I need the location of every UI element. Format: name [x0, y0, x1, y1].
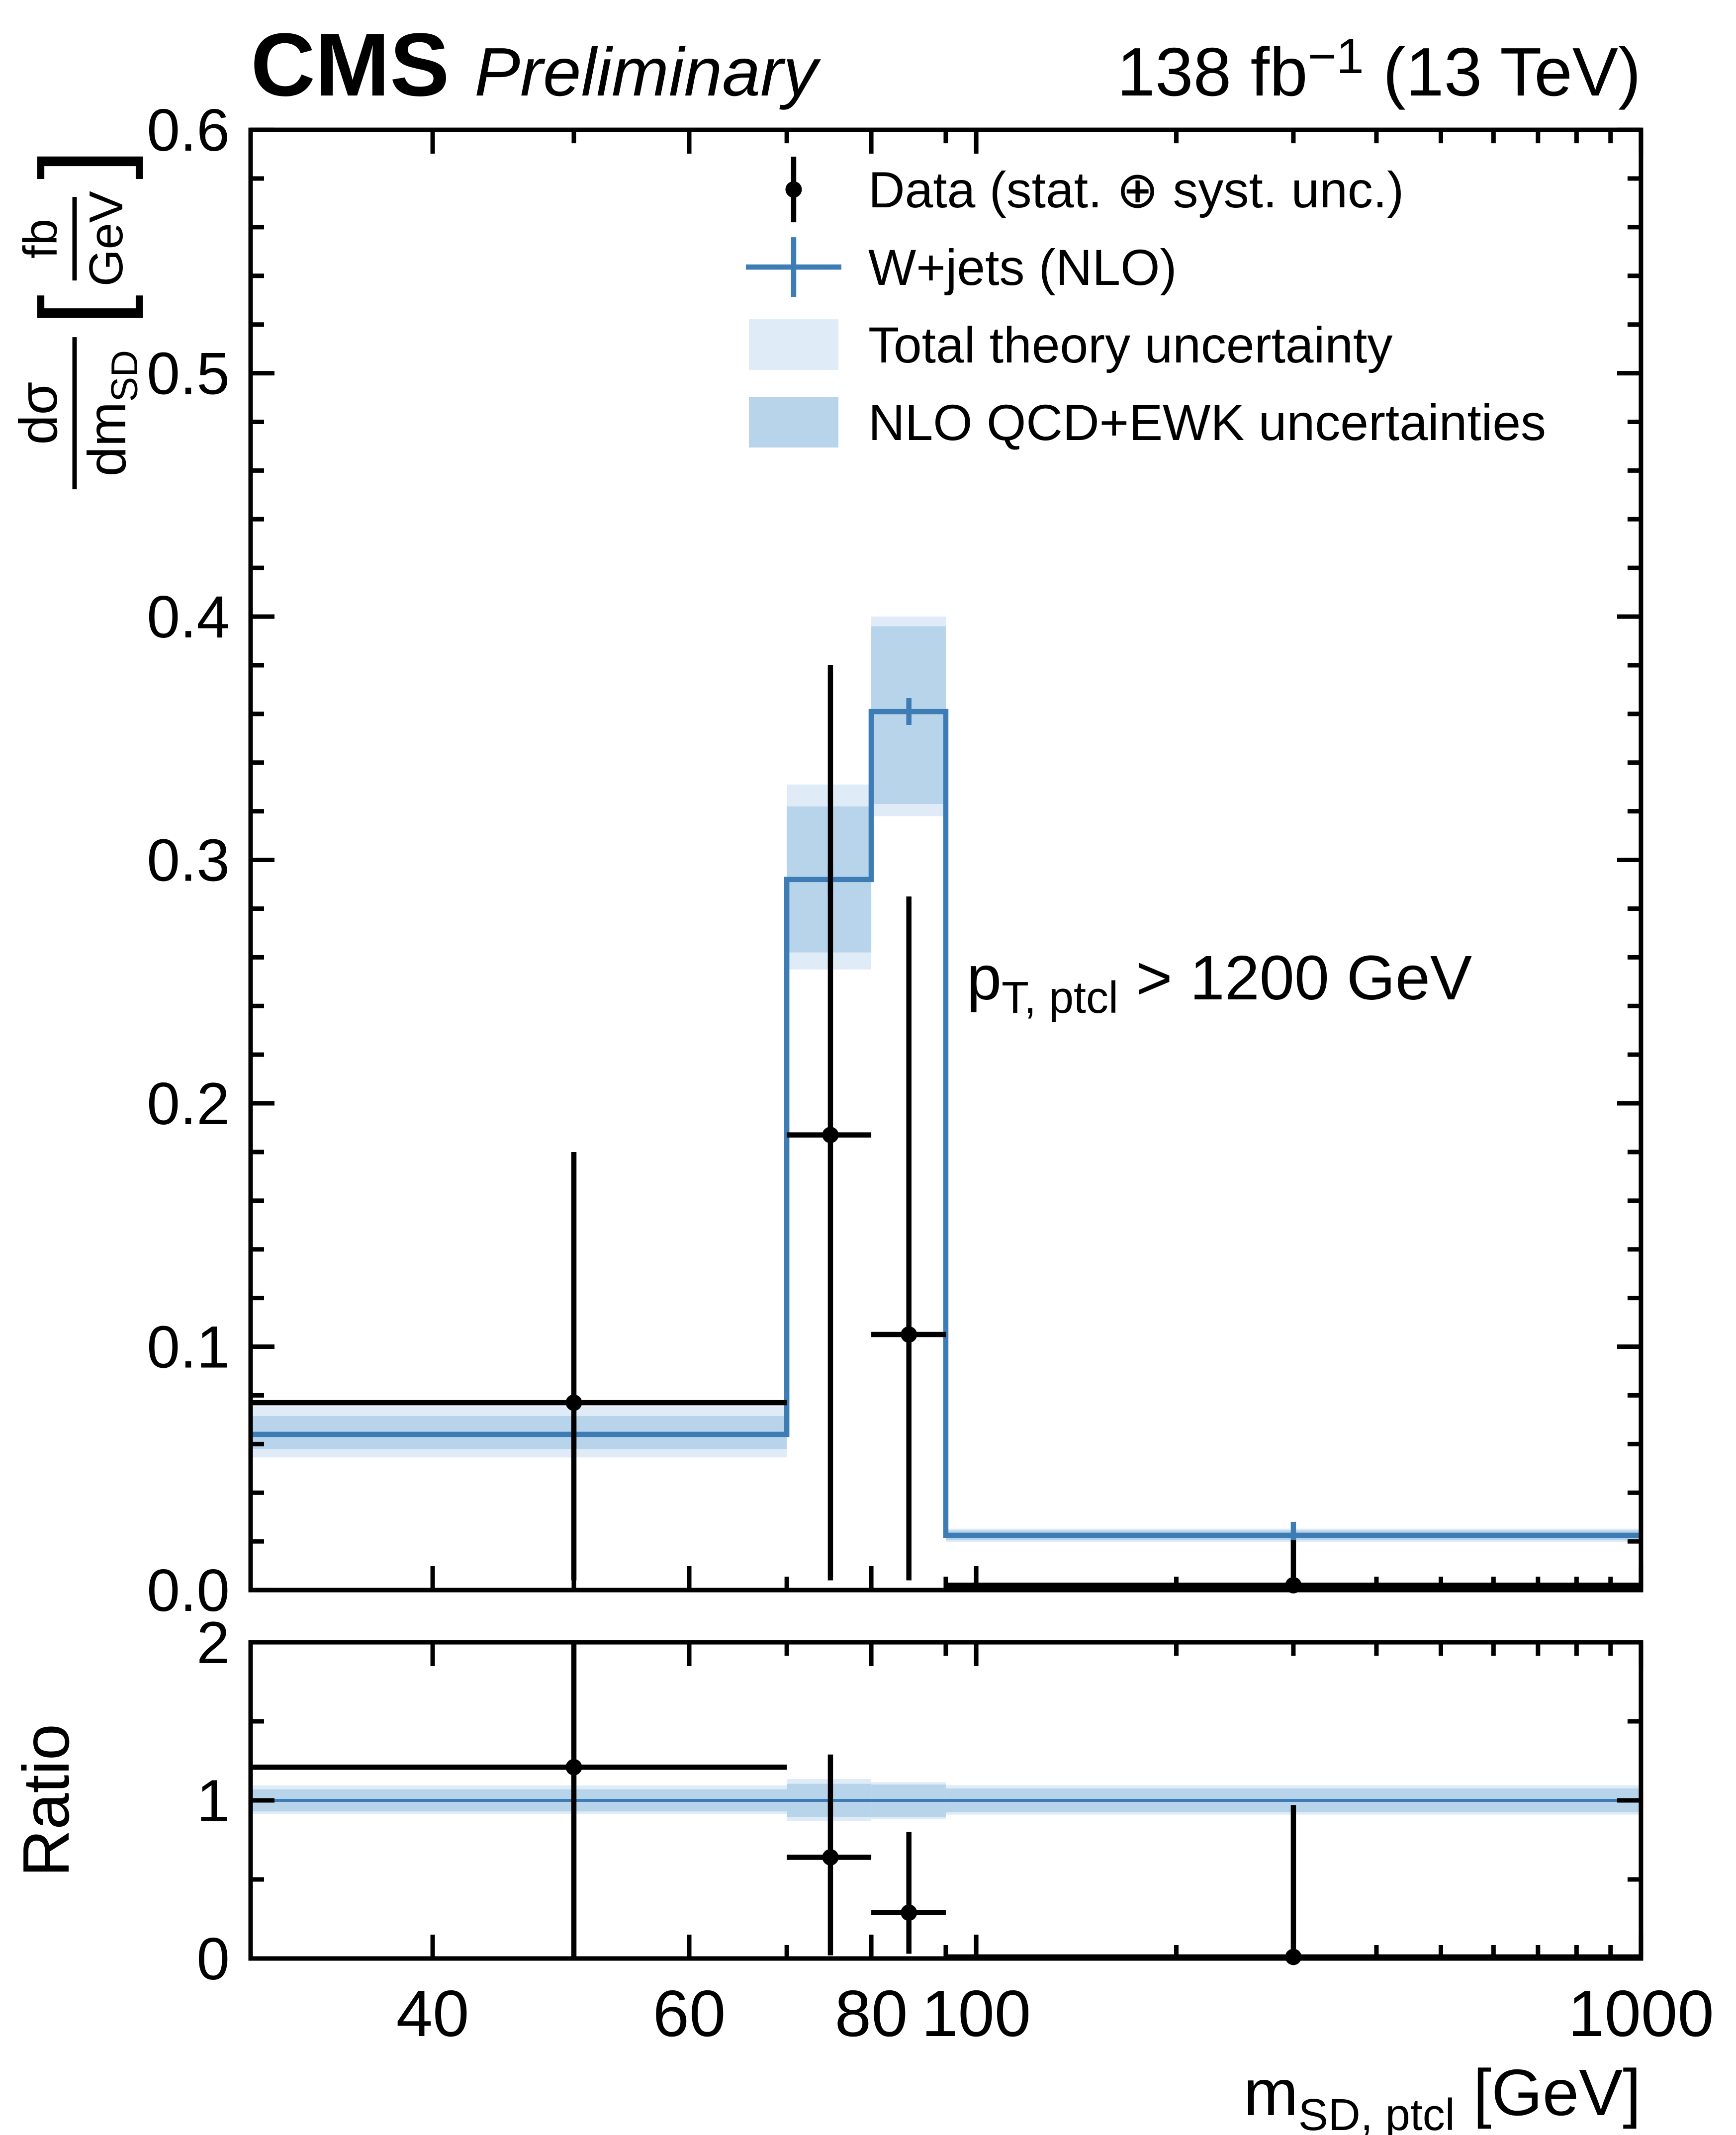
x-tick-label: 100	[921, 1977, 1031, 2050]
legend-label-wjets: W+jets (NLO)	[868, 239, 1177, 296]
legend-label-total-unc: Total theory uncertainty	[868, 317, 1392, 373]
legend-swatch-total	[748, 319, 838, 370]
main-panel: 0.0 0.1 0.2 0.3 0.4 0.5 0.6	[147, 97, 1644, 1624]
preliminary-label: Preliminary	[474, 34, 821, 110]
data-marker-icon	[785, 157, 802, 223]
lumi-exponent: −1	[1308, 28, 1364, 84]
ratio-tick-label: 1	[196, 1768, 230, 1834]
data-point	[565, 1394, 582, 1411]
y-tick-label: 0.6	[147, 97, 230, 164]
ratio-tick-labels: 0 1 2	[196, 1609, 230, 1992]
x-axis-title: mSD, ptcl [GeV]	[1244, 2056, 1641, 2135]
x-tick-label: 40	[396, 1977, 469, 2050]
data-point	[822, 1127, 839, 1144]
wjets-marker-icon	[745, 237, 841, 297]
x-tick-label: 1000	[1568, 1977, 1714, 2050]
unit-bracket-open: [	[17, 294, 144, 326]
y-tick-label: 0.0	[147, 1557, 230, 1624]
x-tick-label: 60	[653, 1977, 726, 2050]
lumi-value: 138 fb	[1117, 34, 1308, 110]
header: CMS Preliminary 138 fb−1 (13 TeV)	[251, 15, 1641, 115]
y-tick-label: 0.5	[147, 341, 230, 407]
legend-label-qcdewk-unc: NLO QCD+EWK uncertainties	[868, 394, 1546, 451]
ratio-panel: 0 1 2 40 60 80 100 1000	[196, 1609, 1714, 2050]
ratio-point	[565, 1759, 582, 1776]
data-point	[901, 1326, 917, 1343]
x-tick-labels: 40 60 80 100 1000	[396, 1977, 1714, 2050]
lumi-label: 138 fb−1 (13 TeV)	[1117, 28, 1641, 110]
y-tick-label: 0.1	[147, 1314, 230, 1381]
pt-selection-label: pT, ptcl > 1200 GeV	[967, 943, 1472, 1023]
y-tick-label: 0.3	[147, 827, 230, 894]
ratio-ticks	[250, 1640, 1644, 1961]
y-axis-title: dσ dmSD [ fb GeV ]	[8, 148, 145, 490]
unit-denominator: GeV	[80, 191, 133, 286]
y-tick-label: 0.2	[147, 1070, 230, 1137]
y-tick-label: 0.4	[147, 584, 230, 650]
data-marker-dot	[785, 181, 802, 198]
wjets-nlo-step	[250, 709, 1641, 1538]
unit-bracket-close: ]	[17, 148, 144, 179]
ratio-tick-label: 0	[196, 1926, 230, 1992]
x-tick-label: 80	[835, 1977, 908, 2050]
ratio-axis-title: Ratio	[9, 1724, 83, 1877]
ratio-point	[901, 1904, 917, 1921]
ratio-point	[822, 1849, 839, 1866]
lumi-energy: (13 TeV)	[1364, 34, 1641, 110]
legend-label-data: Data (stat. ⊕ syst. unc.)	[868, 162, 1404, 218]
main-ticks	[250, 127, 1644, 1593]
y-title-denominator: dmSD	[77, 350, 145, 476]
legend: Data (stat. ⊕ syst. unc.) W+jets (NLO) T…	[745, 157, 1546, 451]
main-tick-labels: 0.0 0.1 0.2 0.3 0.4 0.5 0.6	[147, 97, 230, 1624]
unit-numerator: fb	[14, 219, 67, 259]
ratio-title-text: Ratio	[9, 1724, 83, 1877]
cms-logo-text: CMS	[251, 15, 450, 115]
ratio-tick-label: 2	[196, 1609, 230, 1676]
y-title-numerator: dσ	[8, 382, 68, 445]
legend-swatch-qcdewk	[748, 397, 838, 448]
